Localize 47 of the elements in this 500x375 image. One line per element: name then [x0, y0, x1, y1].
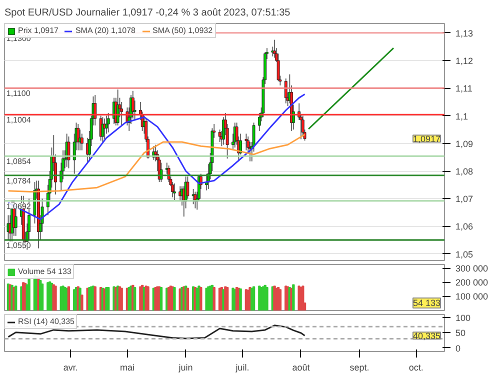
legend-label: Volume 54 133 — [18, 267, 72, 276]
ref-line-label: 1,0854 — [6, 157, 32, 166]
y-tick-label: 1,07 — [456, 194, 474, 204]
ref-line-label: 1,0692 — [6, 202, 32, 211]
ref-line-label: 1,1300 — [6, 34, 32, 43]
y-tick-label: 1,05 — [456, 249, 474, 260]
y-tick-label: 1,08 — [456, 166, 474, 177]
y-tick-label: 1,11 — [456, 84, 472, 94]
candlestick — [301, 115, 304, 137]
x-tick-label: oct. — [408, 362, 424, 372]
x-tick-label: juin — [178, 362, 193, 372]
ref-line-label: 1,0550 — [6, 241, 32, 250]
candlestick — [172, 182, 176, 201]
candlestick — [284, 78, 288, 104]
legend-label: RSI (14) 40,335 — [18, 317, 74, 326]
y-tick-label: 100 000 — [456, 292, 488, 302]
x-tick-label: avr. — [63, 362, 78, 372]
y-tick-label: 200 000 — [456, 278, 488, 288]
x-tick-label: sept. — [350, 362, 370, 372]
candlestick — [80, 133, 84, 151]
legend-label: Prix 1,0917 — [18, 26, 58, 35]
candlestick — [67, 136, 70, 169]
x-tick-label: août — [292, 362, 310, 372]
legend-label: SMA (20) 1,1078 — [75, 26, 136, 35]
ref-line-label: 1,0784 — [6, 176, 32, 186]
y-tick-label: 1,13 — [456, 28, 474, 38]
x-tick-label: mai — [120, 362, 135, 372]
legend-label: SMA (50) 1,0932 — [152, 26, 213, 35]
candlestick — [273, 39, 276, 58]
chart-title: Spot EUR/USD Journalier 1,0917 -0,24 % 3 août 2023, 07:51:35 — [4, 8, 291, 18]
candlestick — [244, 133, 248, 151]
x-tick-label: juil. — [234, 362, 250, 372]
y-tick-label: 1,12 — [456, 56, 474, 66]
y-tick-label: 1,06 — [456, 222, 474, 232]
y-tick-label: 1,1 — [456, 111, 468, 122]
ref-line-label: 1,1100 — [6, 89, 31, 98]
y-tick-label: 100 — [456, 313, 471, 324]
candlestick — [101, 116, 104, 142]
candlestick — [120, 101, 124, 126]
annotation: 1,0917 — [412, 134, 441, 144]
y-tick-label: 0 — [456, 343, 461, 354]
y-tick-label: 1,09 — [456, 138, 474, 149]
candlestick — [167, 164, 170, 183]
y-tick-label: 50 — [456, 328, 466, 338]
y-tick-label: 300 000 — [456, 264, 488, 274]
candlestick — [106, 112, 110, 133]
ref-line-label: 1,1004 — [6, 116, 32, 125]
